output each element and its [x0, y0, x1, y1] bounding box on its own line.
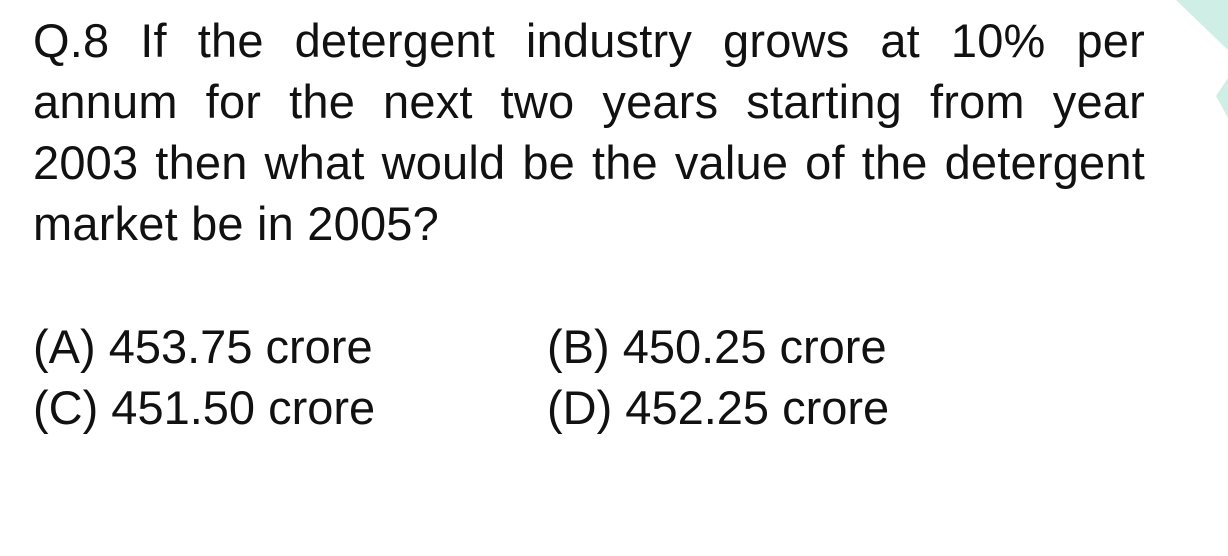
option-b: (B) 450.25 crore	[547, 320, 887, 373]
answer-options: (A) 453.75 crore (B) 450.25 crore (C) 45…	[33, 316, 1033, 438]
option-d: (D) 452.25 crore	[547, 381, 890, 434]
options-row-1: (A) 453.75 crore (B) 450.25 crore	[33, 316, 1033, 377]
option-a: (A) 453.75 crore	[33, 320, 373, 373]
question-text: Q.8 If the detergent industry grows at 1…	[33, 14, 1145, 250]
option-c: (C) 451.50 crore	[33, 381, 376, 434]
corner-triangle-icon	[1176, 0, 1228, 118]
options-row-2: (C) 451.50 crore (D) 452.25 crore	[33, 377, 1033, 438]
